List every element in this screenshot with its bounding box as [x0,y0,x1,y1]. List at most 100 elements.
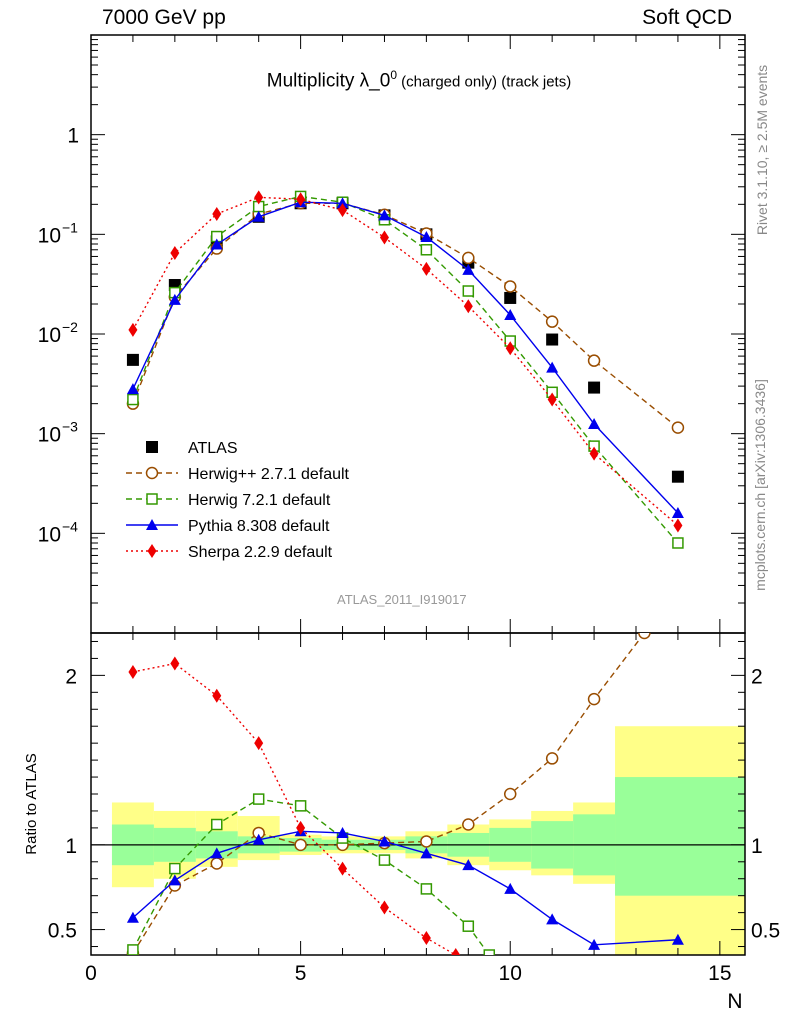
x-tick-label: 10 [499,962,522,985]
main-point-herwig-7-2-1-default [127,393,139,406]
ratio-point-sherpa-2-2-9-default [379,900,389,915]
legend-label: Pythia 8.308 default [188,518,330,535]
legend: ATLAS Herwig++ 2.7.1 default Herwig 7.2.1 … [126,440,350,561]
ratio-point-herwig-2-7-1-default [294,838,307,852]
main-point-atlas [671,470,684,483]
y-tick-label: 1 [67,125,79,148]
main-point-atlas [546,333,559,346]
legend-label: Sherpa 2.2.9 default [188,544,333,561]
main-point-sherpa-2-2-9-default [379,230,389,245]
ratio-point-herwig-7-2-1-default [211,818,223,831]
ratio-point-sherpa-2-2-9-default [128,664,138,679]
main-point-herwig-7-2-1-default [462,285,475,297]
ratio-y-tick-label-right: 2 [751,665,763,688]
ratio-point-pythia-8-308-default [588,938,601,950]
main-point-pythia-8-308-default [504,309,517,321]
main-series-group [126,190,685,549]
main-point-sherpa-2-2-9-default [128,322,138,337]
ratio-line-herwig-7-2-1-default [132,798,490,955]
ratio-point-sherpa-2-2-9-default [338,861,348,876]
main-point-sherpa-2-2-9-default [338,203,348,218]
ratio-point-herwig-7-2-1-default [420,883,433,895]
analysis-id-label: ATLAS_2011_I919017 [337,592,467,607]
y-tick-label-exponent: −2 [62,319,78,335]
header-left-label: 7000 GeV pp [102,6,226,29]
y-tick-label-exponent: −1 [62,219,78,235]
main-point-sherpa-2-2-9-default [589,446,599,461]
main-point-atlas [504,291,517,304]
x-axis-label: N [727,990,742,1013]
main-point-pythia-8-308-default [336,197,349,209]
ratio-point-pythia-8-308-default [168,874,181,886]
header-right-label: Soft QCD [642,6,732,29]
ratio-y-tick-label-right: 1 [751,835,763,858]
ratio-point-pythia-8-308-default [336,826,349,838]
ratio-point-pythia-8-308-default [504,882,517,894]
ratio-point-herwig-2-7-1-default [503,787,517,801]
ratio-point-pythia-8-308-default [252,833,265,845]
main-point-herwig-7-2-1-default [672,537,684,549]
main-point-pythia-8-308-default [168,293,181,305]
x-tick-label: 5 [295,962,307,985]
ratio-point-sherpa-2-2-9-default [296,820,306,835]
legend-marker [146,493,158,505]
ratio-series-group [126,633,684,955]
main-point-herwig-2-7-1-default [671,421,685,434]
main-point-herwig-2-7-1-default [587,354,601,367]
ratio-point-pythia-8-308-default [378,835,391,847]
y-tick-label: 10 [38,523,61,546]
main-point-pythia-8-308-default [126,383,139,395]
ratio-point-pythia-8-308-default [462,859,475,871]
main-point-pythia-8-308-default [420,231,433,243]
main-point-pythia-8-308-default [546,361,559,373]
ratio-point-pythia-8-308-default [210,847,223,859]
main-point-sherpa-2-2-9-default [505,341,515,356]
legend-label: ATLAS [188,440,238,457]
ratio-point-herwig-7-2-1-default [462,920,475,932]
ratio-point-sherpa-2-2-9-default [254,736,264,751]
ratio-point-herwig-2-7-1-default [462,818,475,831]
main-point-atlas [588,381,601,394]
legend-marker [145,466,159,480]
ratio-y-tick-label: 2 [65,665,77,688]
ratio-point-pythia-8-308-default [126,911,139,923]
main-point-sherpa-2-2-9-default [254,190,264,205]
main-point-sherpa-2-2-9-default [547,392,557,407]
ratio-point-herwig-7-2-1-default [252,793,265,805]
plot-title-tail: (charged only) (track jets) [397,73,572,91]
band-stat [615,777,745,896]
main-point-pythia-8-308-default [462,263,475,275]
y-tick-label: 10 [38,324,61,347]
ratio-point-herwig-7-2-1-default [294,800,307,812]
ratio-point-sherpa-2-2-9-default [421,931,431,946]
ratio-line-herwig-2-7-1-default [132,633,645,954]
main-point-herwig-2-7-1-default [462,251,475,265]
ratio-point-herwig-2-7-1-default [420,835,433,848]
main-point-herwig-2-7-1-default [503,280,517,293]
y-tick-label-exponent: −4 [62,518,78,534]
ratio-y-tick-label: 0.5 [48,920,77,943]
main-point-sherpa-2-2-9-default [421,261,431,276]
y-tick-label: 10 [38,424,61,447]
ratio-y-tick-label-right: 0.5 [751,920,780,943]
legend-label: Herwig 7.2.1 default [188,492,331,509]
main-point-sherpa-2-2-9-default [463,299,473,314]
x-tick-label: 15 [708,962,731,985]
legend-label: Herwig++ 2.7.1 default [188,466,350,483]
legend-marker [146,441,158,453]
ratio-y-tick-label: 1 [65,835,77,858]
ratio-point-sherpa-2-2-9-default [212,688,222,703]
main-point-sherpa-2-2-9-default [673,518,683,533]
main-point-pythia-8-308-default [210,238,223,250]
legend-marker [146,519,158,530]
ratio-point-pythia-8-308-default [546,913,559,925]
ratio-point-herwig-7-2-1-default [378,854,391,866]
legend-marker [147,544,157,558]
ratio-point-herwig-2-7-1-default [210,857,224,870]
ratio-point-herwig-7-2-1-default [483,949,496,955]
ratio-point-herwig-7-2-1-default [169,862,181,875]
main-point-herwig-7-2-1-default [420,244,433,256]
plot-title-main: Multiplicity λ_0 [266,70,391,92]
ratio-point-herwig-2-7-1-default [545,752,559,765]
